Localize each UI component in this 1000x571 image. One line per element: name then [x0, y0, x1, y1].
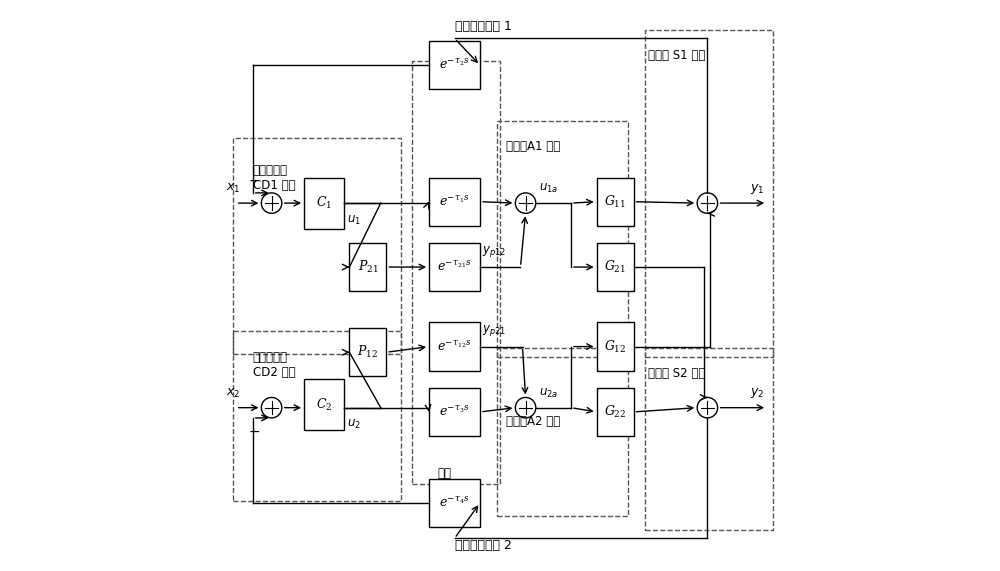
Text: $y_1$: $y_1$: [750, 182, 764, 196]
Bar: [497, 120, 628, 356]
Text: $G_{21}$: $G_{21}$: [604, 259, 626, 275]
Text: 执行器A2 节点: 执行器A2 节点: [506, 415, 560, 428]
Text: 闭环控制回路 1: 闭环控制回路 1: [455, 21, 511, 34]
Text: $G_{22}$: $G_{22}$: [604, 404, 626, 420]
Text: $C_1$: $C_1$: [316, 195, 332, 211]
Circle shape: [261, 397, 282, 418]
Text: $u_{1a}$: $u_{1a}$: [539, 182, 558, 195]
Bar: [429, 323, 480, 371]
Text: $C_2$: $C_2$: [316, 397, 332, 413]
Bar: [233, 331, 401, 501]
Text: $e^{-\tau_3 s}$: $e^{-\tau_3 s}$: [439, 405, 470, 419]
Text: $u_{2a}$: $u_{2a}$: [539, 387, 558, 400]
Text: 传感器 S2 节点: 传感器 S2 节点: [648, 367, 705, 380]
Bar: [304, 379, 344, 431]
Bar: [497, 348, 628, 516]
Circle shape: [515, 193, 536, 214]
Text: 网络: 网络: [437, 467, 451, 480]
Text: 执行器A1 节点: 执行器A1 节点: [506, 140, 560, 153]
Circle shape: [697, 397, 718, 418]
Bar: [597, 243, 634, 291]
Text: 控制解耦器
CD2 节点: 控制解耦器 CD2 节点: [253, 351, 295, 379]
Text: $x_1$: $x_1$: [226, 182, 241, 195]
Text: $P_{12}$: $P_{12}$: [357, 344, 378, 360]
Text: $u_1$: $u_1$: [347, 214, 361, 227]
Text: 传感器 S1 节点: 传感器 S1 节点: [648, 49, 705, 62]
Text: $x_2$: $x_2$: [226, 387, 240, 400]
Bar: [349, 243, 386, 291]
Text: $e^{-\tau_{12} s}$: $e^{-\tau_{12} s}$: [437, 340, 472, 353]
Bar: [412, 61, 500, 484]
Bar: [429, 388, 480, 436]
Text: $e^{-\tau_2 s}$: $e^{-\tau_2 s}$: [439, 58, 470, 73]
Text: $e^{-\tau_4 s}$: $e^{-\tau_4 s}$: [439, 496, 470, 510]
Bar: [645, 348, 773, 530]
Text: $e^{-\tau_1 s}$: $e^{-\tau_1 s}$: [439, 195, 470, 208]
Bar: [597, 388, 634, 436]
Text: $y_{p12}$: $y_{p12}$: [482, 243, 506, 259]
Text: $y_2$: $y_2$: [750, 387, 764, 400]
Bar: [597, 178, 634, 226]
Bar: [304, 178, 344, 228]
Bar: [233, 138, 401, 353]
Text: $P_{21}$: $P_{21}$: [358, 259, 378, 275]
Circle shape: [515, 397, 536, 418]
Text: $u_2$: $u_2$: [347, 418, 360, 431]
Text: $-$: $-$: [248, 173, 261, 187]
Bar: [429, 243, 480, 291]
Bar: [429, 178, 480, 226]
Bar: [349, 328, 386, 376]
Text: $y_{p21}$: $y_{p21}$: [482, 323, 506, 338]
Text: $-$: $-$: [248, 424, 261, 437]
Bar: [429, 41, 480, 90]
Text: 闭环控制回路 2: 闭环控制回路 2: [455, 539, 511, 552]
Text: $G_{11}$: $G_{11}$: [604, 194, 626, 210]
Circle shape: [261, 193, 282, 214]
Text: $G_{12}$: $G_{12}$: [604, 339, 626, 355]
Circle shape: [697, 193, 718, 214]
Text: $e^{-\tau_{21} s}$: $e^{-\tau_{21} s}$: [437, 260, 472, 274]
Text: 控制解耦器
CD1 节点: 控制解耦器 CD1 节点: [253, 163, 295, 191]
Bar: [429, 478, 480, 527]
Bar: [597, 323, 634, 371]
Bar: [645, 30, 773, 356]
